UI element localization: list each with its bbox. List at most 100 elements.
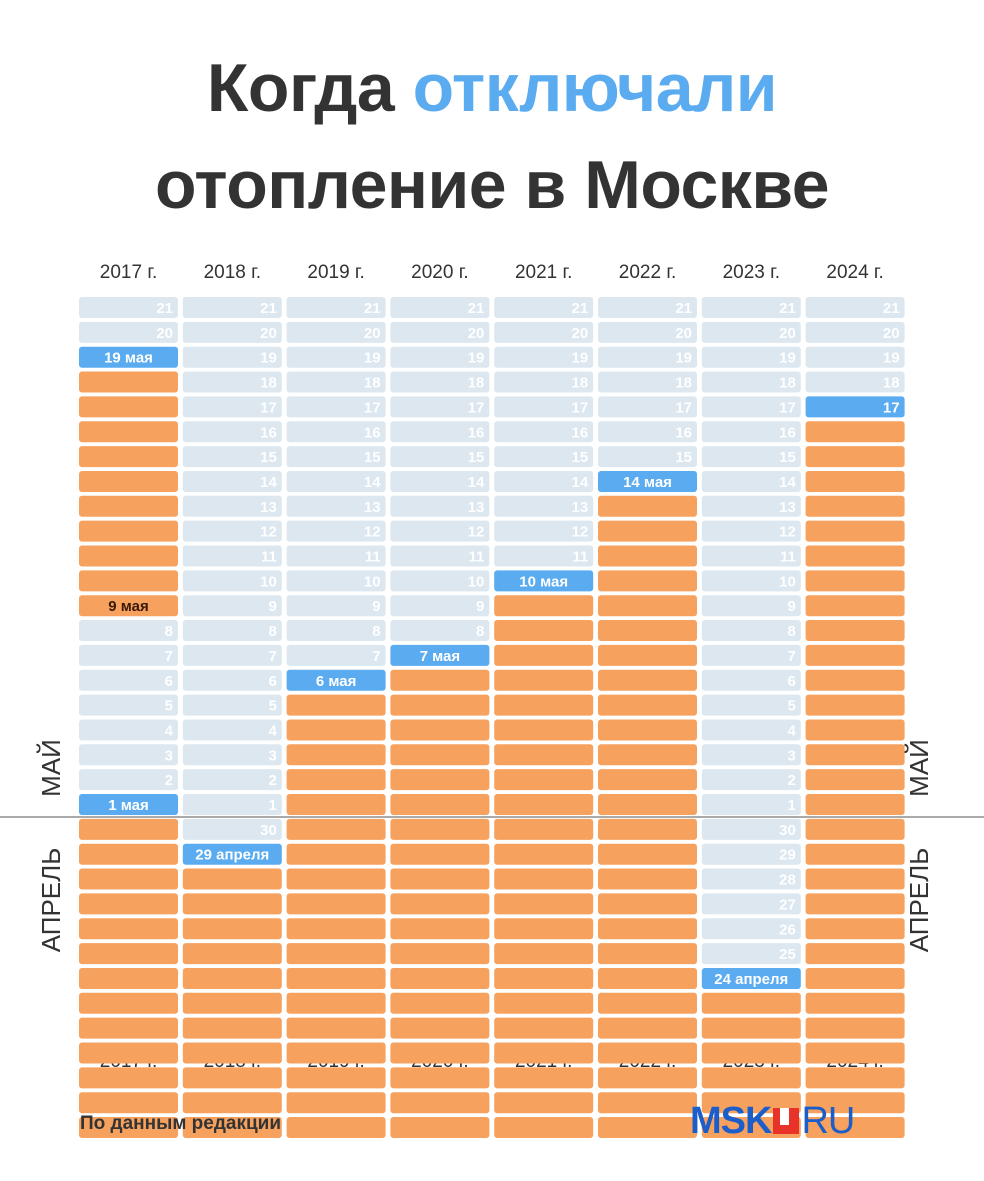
cell-2023-may-6 [701,669,801,691]
cell-2021-may-3 [494,744,594,766]
cell-2017-april-29 [79,843,178,865]
cell-2021-may-13 [494,495,594,517]
day-number-2022-may-20: 20 [675,325,692,342]
cell-2017-may-11 [79,545,178,567]
cell-2020-april-19 [390,1092,490,1114]
day-number-2021-may-12: 12 [572,524,589,541]
day-number-2019-may-13: 13 [364,499,381,516]
cell-2022-may-14 [598,470,697,492]
off-date-label-2019-6: 6 мая [316,673,357,690]
cell-2018-april-22 [182,1017,282,1039]
cell-2021-april-19 [494,1092,594,1114]
cell-2017-may-8 [79,620,178,642]
cell-2019-may-19 [286,346,386,368]
cell-2022-may-7 [598,644,697,666]
cell-2018-april-19 [182,1092,282,1114]
cell-2019-may-1 [286,794,386,815]
cell-2024-april-29 [805,843,905,865]
cell-2018-april-23 [182,992,282,1014]
cell-2022-april-25 [598,943,697,965]
cell-2020-may-16 [390,421,490,443]
cell-2023-may-20 [701,321,801,343]
cell-2022-may-19 [598,346,697,368]
cell-2021-april-28 [494,868,594,890]
day-number-2020-may-14: 14 [468,474,485,491]
cell-2023-may-3 [701,744,801,766]
cell-2017-may-13 [79,495,178,517]
cell-2018-may-9 [182,595,282,617]
cell-2022-april-27 [598,893,697,915]
day-number-2020-may-13: 13 [468,499,485,516]
cell-2019-may-4 [286,719,386,741]
cell-2024-april-25 [805,943,905,965]
day-number-2018-may-13: 13 [260,499,277,516]
cell-2021-may-4 [494,719,594,741]
cell-2019-may-5 [286,694,386,716]
cell-2018-may-1 [182,794,282,815]
day-number-2023-may-4: 4 [787,722,796,739]
day-number-2024-may-18: 18 [883,375,900,392]
year-label-top-2019: 2019 г. [307,262,364,283]
cell-2023-april-21 [701,1042,801,1064]
cell-2019-may-15 [286,446,386,468]
cell-2020-april-26 [390,918,490,940]
month-label-april-right: АПРЕЛЬ [904,848,934,953]
day-number-2017-may-5: 5 [165,698,173,715]
off-date-label-2020-7: 7 мая [420,648,461,665]
cell-2018-may-7 [182,644,282,666]
cell-2024-april-20 [805,1067,905,1089]
day-number-2023-april-29: 29 [779,847,796,864]
cell-2024-may-17 [805,396,905,418]
cell-2022-april-21 [598,1042,697,1064]
cell-2019-april-18 [286,1117,386,1139]
day-number-2020-may-20: 20 [468,325,485,342]
cell-2021-may-2 [494,769,594,791]
off-date-label-2023-24: 24 апреля [714,971,788,988]
day-number-2023-april-25: 25 [779,946,796,963]
cell-2017-may-18 [79,371,178,393]
cell-2024-april-19 [805,1092,905,1114]
cell-2020-april-29 [390,843,490,865]
day-number-2021-may-20: 20 [572,325,589,342]
day-number-2020-may-10: 10 [468,573,485,590]
day-number-2019-may-15: 15 [364,449,381,466]
day-number-2023-may-17: 17 [779,399,796,416]
cell-2022-april-26 [598,918,697,940]
cell-2018-may-11 [182,545,282,567]
cell-2022-may-10 [598,570,697,592]
cell-2024-may-20 [805,321,905,343]
cell-2023-may-16 [701,421,801,443]
cell-2021-april-20 [494,1067,594,1089]
cell-2020-may-9 [390,595,490,617]
cell-2018-may-14 [182,470,282,492]
day-number-2020-may-19: 19 [468,350,485,367]
day-number-2023-may-10: 10 [779,573,796,590]
title-part1: Когда [206,50,413,126]
cell-2018-april-25 [182,943,282,965]
day-number-2018-may-7: 7 [268,648,276,665]
cell-2017-april-22 [79,1017,178,1039]
off-date-label-2022-14: 14 мая [623,474,672,491]
cell-2020-may-8 [390,620,490,642]
day-number-2024-may-21: 21 [883,300,900,317]
cell-2024-april-30 [805,818,905,840]
cell-2017-may-16 [79,421,178,443]
cell-2019-april-20 [286,1067,386,1089]
cell-2022-may-12 [598,520,697,542]
cell-2024-april-26 [805,918,905,940]
chart-title-line1: Когда отключали [0,48,984,128]
cell-2020-may-15 [390,446,490,468]
cell-2018-april-30 [182,818,282,840]
cell-2020-april-28 [390,868,490,890]
day-number-2022-may-17: 17 [675,399,692,416]
cell-2017-april-28 [79,868,178,890]
day-number-2017-may-2: 2 [165,772,173,789]
day-number-2020-may-17: 17 [468,399,485,416]
day-number-2018-may-11: 11 [261,549,277,566]
cell-2022-may-18 [598,371,697,393]
cell-2023-april-28 [701,868,801,890]
day-number-2017-may-6: 6 [165,673,173,690]
day-number-2020-may-15: 15 [468,449,485,466]
cell-2021-may-6 [494,669,594,691]
cell-2022-april-24 [598,967,697,989]
